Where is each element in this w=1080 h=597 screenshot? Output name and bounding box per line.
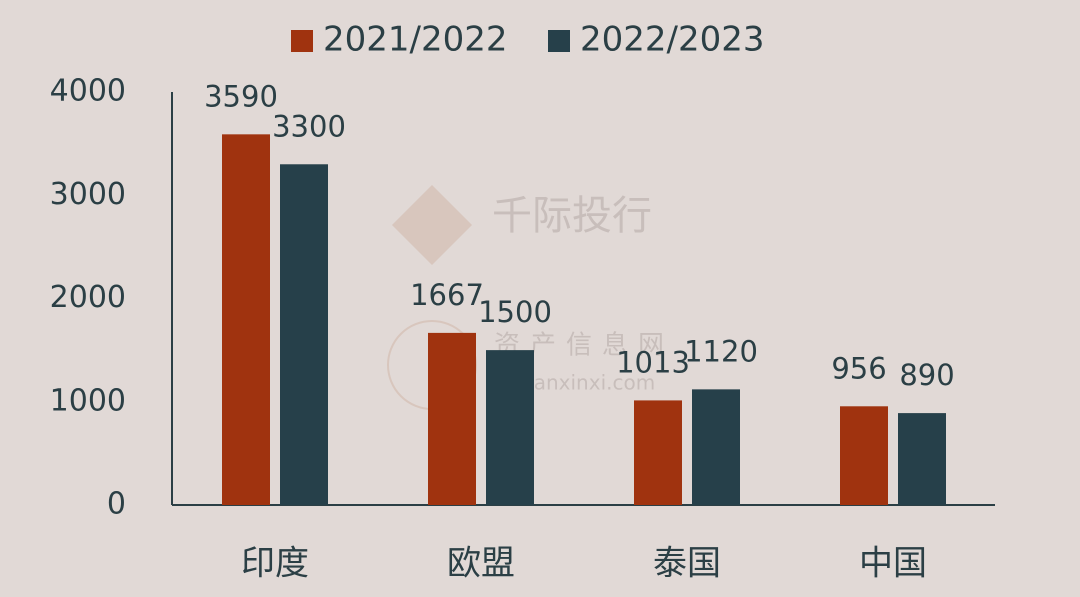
- watermark-logo: [392, 185, 472, 265]
- bar: [898, 413, 946, 505]
- watermark-text: 千际投行: [492, 193, 652, 239]
- bar: [428, 332, 476, 505]
- legend-swatch: [548, 30, 570, 52]
- bar: [840, 406, 888, 505]
- value-label: 1667: [410, 278, 484, 312]
- value-label: 956: [831, 351, 886, 385]
- bar: [280, 164, 328, 505]
- value-label: 1120: [684, 334, 758, 368]
- x-tick-label: 欧盟: [447, 544, 515, 584]
- bar: [692, 389, 740, 505]
- y-tick-label: 1000: [50, 383, 126, 418]
- x-tick-label: 泰国: [653, 544, 721, 584]
- value-label: 1013: [616, 345, 690, 379]
- legend-label: 2021/2022: [323, 20, 508, 60]
- value-label: 890: [899, 358, 954, 392]
- y-tick-label: 2000: [50, 280, 126, 315]
- y-tick-label: 3000: [50, 177, 126, 212]
- value-label: 3300: [272, 109, 346, 143]
- x-tick-label: 印度: [241, 544, 309, 584]
- watermark: 千际投行 资产信息网 zichanxinxi.com: [387, 185, 664, 410]
- value-label: 3590: [204, 79, 278, 113]
- bar: [222, 134, 270, 505]
- bar: [634, 400, 682, 505]
- legend-label: 2022/2023: [580, 20, 765, 60]
- y-tick-label: 4000: [50, 74, 126, 109]
- value-label: 1500: [478, 295, 552, 329]
- legend-swatch: [291, 30, 313, 52]
- x-tick-label: 中国: [859, 544, 927, 584]
- bar: [486, 350, 534, 505]
- y-tick-label: 0: [107, 487, 126, 522]
